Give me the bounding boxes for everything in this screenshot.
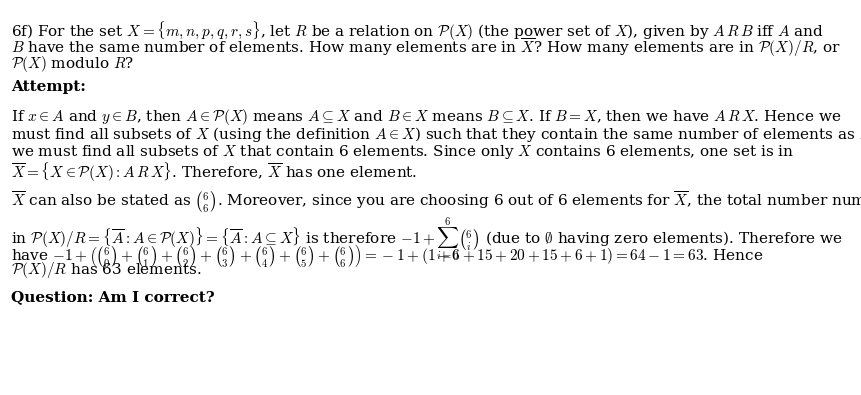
Text: $\overline{X} = \{X \in \mathcal{P}(X) : A\,R\,X\}$. Therefore, $\overline{X}$ h: $\overline{X} = \{X \in \mathcal{P}(X) :… (11, 160, 417, 184)
Text: must find all subsets of $X$ (using the definition $A \in X$) such that they con: must find all subsets of $X$ (using the … (11, 125, 861, 144)
Text: in $\mathcal{P}(X)/R = \{\overline{A} : A \in \mathcal{P}(X)\} = \{\overline{A} : in $\mathcal{P}(X)/R = \{\overline{A} : … (11, 215, 842, 262)
Text: $\mathcal{P}(X)$ modulo $R$?: $\mathcal{P}(X)$ modulo $R$? (11, 55, 134, 74)
Text: $\mathcal{P}(X)/R$ has 63 elements.: $\mathcal{P}(X)/R$ has 63 elements. (11, 260, 201, 280)
Text: have $-1 + \left(\binom{6}{0} + \binom{6}{1} + \binom{6}{2} + \binom{6}{3} + \bi: have $-1 + \left(\binom{6}{0} + \binom{6… (11, 243, 763, 270)
Text: 6f) For the set $X = \{m, n, p, q, r, s\}$, let $R$ be a relation on $\mathcal{P: 6f) For the set $X = \{m, n, p, q, r, s\… (11, 19, 823, 43)
Text: Attempt:: Attempt: (11, 80, 86, 94)
Text: If $x \in A$ and $y \in B$, then $A \in \mathcal{P}(X)$ means $A \subseteq X$ an: If $x \in A$ and $y \in B$, then $A \in … (11, 107, 840, 127)
Text: Question: Am I correct?: Question: Am I correct? (11, 290, 214, 304)
Text: $\overline{X}$ can also be stated as $\binom{6}{6}$. Moreover, since you are cho: $\overline{X}$ can also be stated as $\b… (11, 190, 861, 215)
Text: we must find all subsets of $X$ that contain 6 elements. Since only $X$ contains: we must find all subsets of $X$ that con… (11, 143, 793, 161)
Text: $B$ have the same number of elements. How many elements are in $\overline{X}$? H: $B$ have the same number of elements. Ho… (11, 37, 840, 60)
